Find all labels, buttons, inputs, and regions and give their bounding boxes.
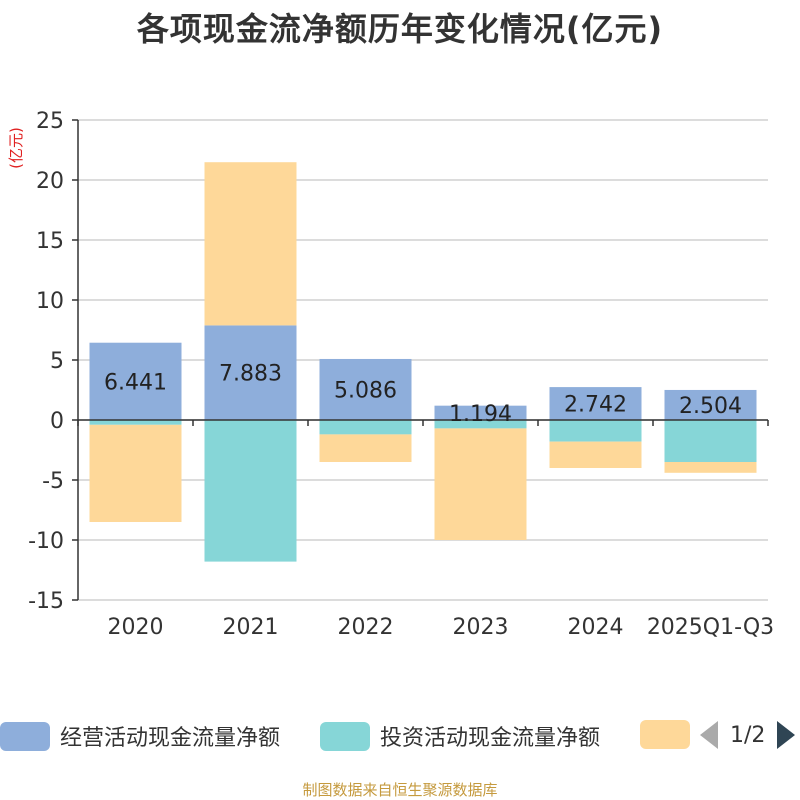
bar-2023-series-0 [434, 405, 527, 420]
bar-2021-series-2 [204, 162, 297, 326]
legend-label: 投资活动现金流量净额 [380, 726, 601, 751]
y-tick-label: 15 [36, 229, 64, 254]
y-tick-label: -15 [28, 589, 64, 614]
legend-swatch [0, 721, 50, 751]
bar-2020-series-0 [89, 342, 182, 420]
bars [89, 162, 757, 562]
bar-2023-series-2 [434, 428, 527, 540]
legend-item-investing[interactable]: 投资活动现金流量净额 [320, 720, 600, 752]
bar-2025Q1-Q3-series-1 [664, 420, 757, 462]
x-tick-label-2025Q1-Q3: 2025Q1-Q3 [647, 615, 774, 640]
bar-2022-series-1 [319, 420, 412, 435]
bar-2020-series-1 [89, 420, 182, 425]
axes: 25 20 15 10 5 0 -5 -10 -15 2020 2021 2022 2023 2024 20… [28, 109, 774, 640]
legend-item-operating[interactable]: 经营活动现金流量净额 [0, 720, 280, 752]
legend-pager: 1/2 [700, 720, 796, 750]
bar-2024-series-2 [549, 441, 642, 468]
legend-item-financing[interactable] [640, 720, 690, 749]
data-label-2020: 6.441 [104, 370, 167, 395]
bar-2021-series-0 [204, 325, 297, 420]
legend-swatch [640, 720, 690, 749]
y-tick-label: 20 [36, 169, 64, 194]
data-label-2022: 5.086 [334, 378, 397, 403]
bar-2025Q1-Q3-series-0 [664, 389, 757, 420]
data-label-2025Q1-Q3: 2.504 [679, 394, 742, 419]
y-tick-label: -10 [28, 529, 64, 554]
chart-plot: 25 20 15 10 5 0 -5 -10 -15 2020 2021 2022 2023 2024 20… [7, 109, 774, 640]
y-tick-label: -5 [42, 469, 64, 494]
data-label-2021: 7.883 [219, 362, 282, 387]
y-axis-label: (亿元) [7, 127, 25, 169]
bar-2023-series-1 [434, 420, 527, 429]
chart-title: 各项现金流净额历年变化情况(亿元) [136, 10, 664, 48]
bar-2024-series-1 [549, 420, 642, 442]
x-tick-label-2021: 2021 [223, 615, 279, 640]
legend: 经营活动现金流量净额 投资活动现金流量净额 1/2 [0, 712, 800, 758]
data-label-2023: 1.194 [449, 402, 512, 427]
bar-2022-series-0 [319, 358, 412, 420]
bar-2020-series-2 [89, 424, 182, 522]
bar-2024-series-0 [549, 387, 642, 420]
y-tick-label: 0 [50, 409, 64, 434]
data-labels: 6.441 7.883 5.086 1.194 2.742 2.504 [104, 362, 742, 427]
pager-prev-icon[interactable] [700, 721, 718, 749]
pager-page-text: 1/2 [730, 722, 766, 748]
legend-label: 经营活动现金流量净额 [60, 726, 281, 751]
x-tick-label-2022: 2022 [338, 615, 394, 640]
legend-swatch [320, 721, 370, 751]
bar-2022-series-2 [319, 434, 412, 462]
source-note: 制图数据来自恒生聚源数据库 [302, 781, 498, 799]
bar-2021-series-1 [204, 420, 297, 562]
bar-2025Q1-Q3-series-2 [664, 462, 757, 473]
y-tick-label: 5 [50, 349, 64, 374]
x-tick-label-2020: 2020 [108, 615, 164, 640]
pager-next-icon[interactable] [777, 721, 796, 749]
y-tick-label: 10 [36, 289, 64, 314]
y-tick-label: 25 [36, 109, 64, 134]
x-tick-label-2023: 2023 [453, 615, 509, 640]
x-tick-label-2024: 2024 [568, 615, 624, 640]
data-label-2024: 2.742 [564, 393, 627, 418]
